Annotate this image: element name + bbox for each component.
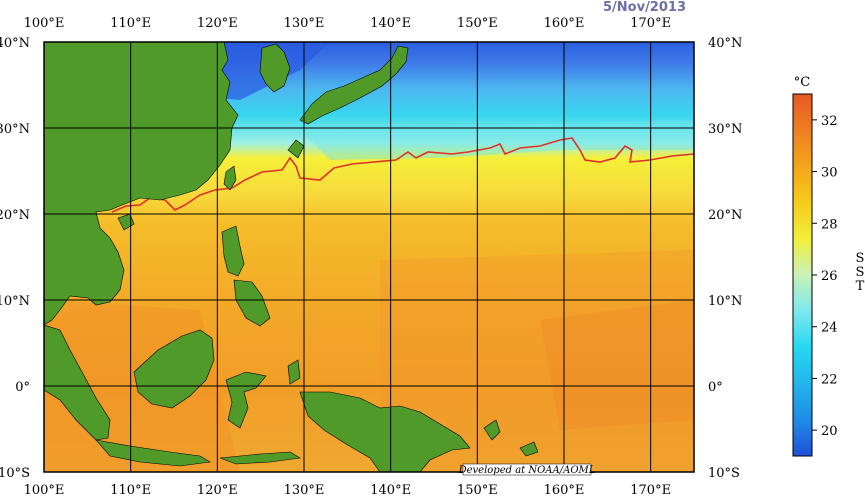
land [44,42,539,472]
latitude-label: 20°N [708,208,742,223]
latitude-label: 40°N [0,36,30,51]
longitude-labels-bottom: 100°E 110°E 120°E 130°E 140°E 150°E 160°E 170°E [24,483,671,498]
latitude-label: 0° [708,380,723,395]
colorbar-tick-label: 26 [821,269,838,284]
colorbar-scale [792,93,813,457]
longitude-label: 100°E [24,483,65,498]
longitude-label: 120°E [197,16,238,31]
colorbar-tick-label: 28 [821,217,838,232]
longitude-label: 150°E [457,16,498,31]
latitude-label: 40°N [708,36,742,51]
latitude-label: 10°S [708,466,740,481]
longitude-label: 160°E [544,483,585,498]
longitude-label: 100°E [24,16,65,31]
latitude-label: 20°N [0,208,30,223]
latitude-label: 30°N [0,122,30,137]
credit-box [462,463,592,476]
latitude-label: 0° [15,380,30,395]
latitude-label: 10°N [0,294,30,309]
map-frame [43,41,695,473]
longitude-label: 130°E [284,16,325,31]
latitude-labels-left: 40°N 30°N 20°N 10°N 0° 10°S [0,36,30,481]
longitude-label: 110°E [110,483,151,498]
colorbar-unit: °C [794,75,811,90]
longitude-label: 170°E [630,16,671,31]
longitude-label: 110°E [110,16,151,31]
longitude-label: 170°E [630,483,671,498]
colorbar-tick-label: 20 [821,424,838,439]
latitude-labels-right: 40°N 30°N 20°N 10°N 0° 10°S [708,36,742,481]
date-label: 5/Nov/2013 [603,0,686,15]
longitude-labels-top: 100°E 110°E 120°E 130°E 140°E 150°E 160°E 170°E [24,16,671,31]
longitude-label: 160°E [544,16,585,31]
latitude-label: 30°N [708,122,742,137]
longitude-label: 140°E [370,483,411,498]
isotherm-line [111,137,695,213]
latitude-label: 10°N [708,294,742,309]
colorbar-tick-label: 24 [821,321,838,336]
longitude-label: 150°E [457,483,498,498]
credit-text: Developed at NOAA/AOML [458,465,596,476]
longitude-label: 140°E [370,16,411,31]
latitude-label: 10°S [0,466,30,481]
colorbar-tick-label: 30 [821,166,838,181]
longitude-label: 130°E [284,483,325,498]
longitude-label: 120°E [197,483,238,498]
colorbar-tick-label: 32 [821,114,838,129]
colorbar-tick-label: 22 [821,372,838,387]
